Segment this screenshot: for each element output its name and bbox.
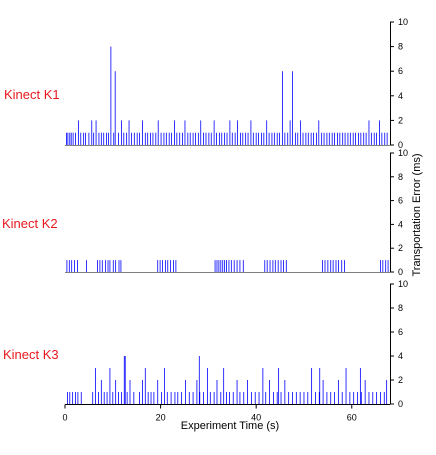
y-tick-label: 8 [398,303,403,313]
y-tick-label: 0 [398,267,403,277]
y-tick-label: 2 [398,243,403,253]
y-tick-label: 6 [398,66,403,76]
y-tick-label: 0 [398,140,403,150]
y-tick-label: 8 [398,42,403,52]
y-tick-label: 6 [398,327,403,337]
y-tick-label: 2 [398,115,403,125]
x-tick-label: 20 [156,413,166,423]
panel-label-k1: Kinect K1 [4,87,60,102]
x-axis: 0 20 40 60 [62,404,390,423]
y-tick-label: 0 [398,399,403,409]
y-tick-label: 10 [398,148,408,158]
x-tick-label: 60 [347,413,357,423]
panel-3: 0 2 4 6 8 10 [65,279,408,409]
x-tick-label: 40 [251,413,261,423]
y-tick-label: 4 [398,219,403,229]
panel-1: 0 2 4 6 8 10 [65,17,408,150]
x-axis-label: Experiment Time (s) [181,420,279,432]
panel-label-k2: Kinect K2 [2,216,58,231]
y-tick-label: 4 [398,91,403,101]
y-tick-label: 4 [398,351,403,361]
y-axis-label: Transportation Error (ms) [411,153,423,276]
y-tick-label: 10 [398,279,408,289]
y-tick-label: 6 [398,196,403,206]
y-tick-label: 2 [398,375,403,385]
y-tick-label: 8 [398,172,403,182]
x-tick-label: 0 [62,413,67,423]
panel-label-k3: Kinect K3 [3,347,59,362]
y-tick-label: 10 [398,17,408,27]
panel-2: 0 2 4 6 8 10 [65,148,408,277]
